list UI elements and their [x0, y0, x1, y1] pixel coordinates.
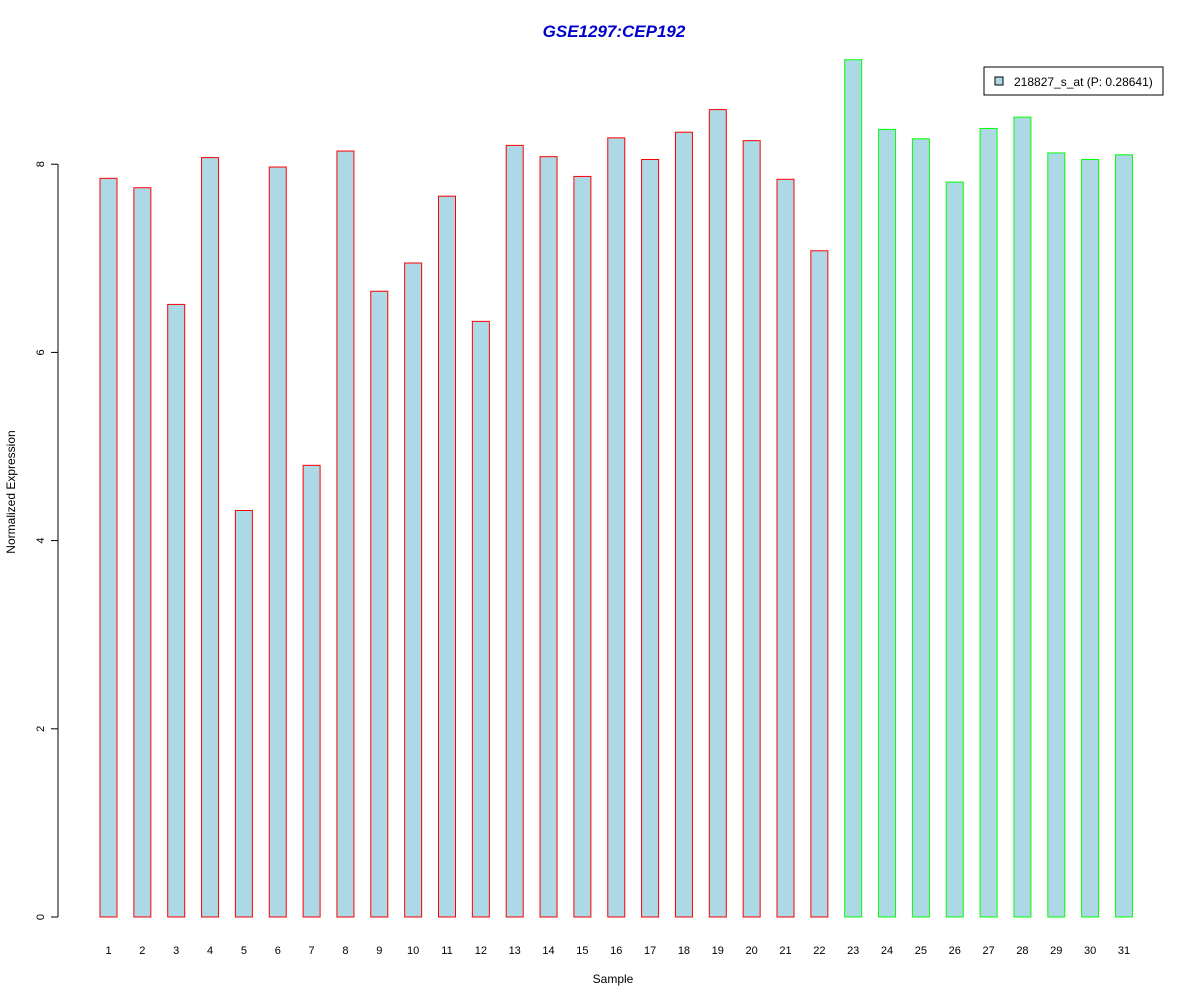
- x-tick-label: 29: [1050, 945, 1062, 957]
- bar: [776, 178, 795, 918]
- y-tick-label: 0: [35, 914, 47, 920]
- y-tick-label: 2: [35, 726, 47, 732]
- bar: [945, 181, 964, 918]
- x-tick-label: 14: [542, 945, 554, 957]
- bars-group: [99, 59, 1133, 918]
- x-tick-label: 30: [1084, 945, 1096, 957]
- x-tick-label: 31: [1118, 945, 1130, 957]
- x-tick-label: 16: [610, 945, 622, 957]
- bar: [404, 262, 423, 918]
- x-tick-label: 6: [275, 945, 281, 957]
- x-tick-label: 5: [241, 945, 247, 957]
- x-tick-label: 2: [139, 945, 145, 957]
- x-tick-label: 9: [376, 945, 382, 957]
- x-tick-label: 8: [342, 945, 348, 957]
- y-tick-label: 8: [35, 161, 47, 167]
- bar: [539, 156, 558, 918]
- bar: [844, 59, 863, 918]
- bar: [641, 159, 660, 918]
- bar: [1047, 152, 1066, 918]
- x-tick-label: 7: [309, 945, 315, 957]
- x-tick-label: 22: [813, 945, 825, 957]
- bar: [878, 128, 897, 918]
- x-tick-label: 21: [779, 945, 791, 957]
- bar: [167, 303, 186, 918]
- x-tick-label: 28: [1016, 945, 1028, 957]
- y-tick-label: 6: [35, 349, 47, 355]
- x-tick-label: 18: [678, 945, 690, 957]
- x-axis-tick-labels: 1 2 3 4 5 6 7 8 9 10 11 12 13 14 15 16 17 18 19 20 21 22 23 24 2…: [105, 945, 1130, 957]
- x-tick-label: 13: [509, 945, 521, 957]
- x-axis-label: Sample: [593, 972, 634, 986]
- bar: [336, 150, 355, 918]
- bar: [1081, 159, 1100, 918]
- bar: [268, 166, 287, 918]
- x-tick-label: 24: [881, 945, 893, 957]
- x-tick-label: 25: [915, 945, 927, 957]
- x-tick-label: 10: [407, 945, 419, 957]
- x-tick-label: 20: [746, 945, 758, 957]
- chart-title: GSE1297:CEP192: [543, 22, 686, 41]
- bar: [99, 177, 118, 918]
- y-tick-label: 4: [35, 538, 47, 544]
- bar: [370, 290, 389, 918]
- x-tick-label: 26: [949, 945, 961, 957]
- bar: [1115, 154, 1133, 918]
- bar: [742, 140, 761, 918]
- legend-label: 218827_s_at (P: 0.28641): [1014, 75, 1153, 89]
- legend: 218827_s_at (P: 0.28641): [983, 66, 1164, 96]
- x-tick-label: 11: [441, 945, 452, 957]
- bar: [505, 144, 524, 918]
- bar: [810, 250, 829, 918]
- x-tick-label: 19: [712, 945, 724, 957]
- x-tick-label: 4: [207, 945, 213, 957]
- bar: [573, 175, 592, 918]
- bar: [607, 137, 626, 918]
- bar: [438, 195, 456, 918]
- bar: [201, 157, 220, 918]
- bar: [302, 464, 321, 918]
- x-tick-label: 1: [105, 945, 111, 957]
- legend-swatch: [994, 76, 1004, 86]
- bar: [708, 109, 727, 918]
- x-tick-label: 15: [576, 945, 588, 957]
- legend-box: [983, 66, 1164, 96]
- x-tick-label: 17: [644, 945, 656, 957]
- x-tick-label: 27: [982, 945, 994, 957]
- x-tick-label: 23: [847, 945, 859, 957]
- x-tick-label: 12: [475, 945, 487, 957]
- bar: [234, 509, 253, 918]
- bar: [471, 320, 490, 918]
- bar: [1013, 116, 1032, 918]
- bar: [133, 187, 152, 918]
- bar: [674, 131, 693, 918]
- y-axis-label: Normalized Expression: [4, 430, 18, 553]
- y-axis: 0 2 4 6 8: [35, 161, 59, 920]
- bar: [979, 127, 998, 918]
- x-tick-label: 3: [173, 945, 179, 957]
- bar: [911, 138, 930, 918]
